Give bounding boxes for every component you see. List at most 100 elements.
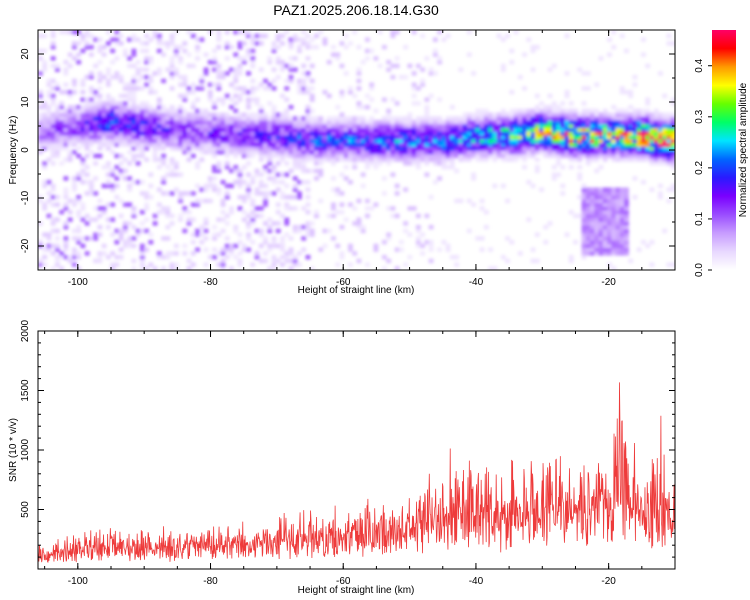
spectrogram-cell (118, 33, 124, 39)
spectrogram-cell (339, 63, 345, 69)
spectrogram-cell (602, 142, 608, 147)
spectrogram-cell (386, 112, 392, 117)
spectrogram-cell (280, 236, 285, 241)
spectrogram-cell (110, 116, 116, 121)
spectrogram-cell (386, 67, 392, 72)
spectrogram-cell (666, 161, 672, 166)
spectrogram-cell (556, 105, 561, 110)
spectrogram-cell (314, 176, 319, 181)
spectrogram-cell (305, 157, 311, 162)
spectrogram-cell (110, 60, 116, 65)
spectrogram-cell (216, 37, 222, 42)
spectrogram-cell (131, 101, 137, 106)
spectrogram-cell (220, 217, 226, 222)
spectrogram-cell (398, 247, 404, 252)
spectrogram-cell (348, 138, 353, 144)
spectrogram-cell (50, 217, 56, 222)
spectrogram-cell (63, 60, 69, 65)
spectrogram-cell (173, 45, 179, 50)
spectrogram-cell (581, 202, 587, 207)
spectrogram-cell (326, 123, 332, 129)
spectrogram-cell (203, 247, 209, 252)
spectrogram-cell (229, 150, 234, 155)
spectrogram-cell (258, 67, 264, 72)
spectrogram-cell (530, 150, 536, 155)
spectrogram-cell (577, 150, 583, 155)
spectrogram-cell (110, 168, 116, 174)
spectrogram-cell (216, 82, 222, 87)
spectrogram-cell (118, 153, 124, 159)
spectrogram-cell (46, 191, 52, 196)
spectrogram-cell (63, 221, 69, 226)
spectrogram-cell (297, 127, 302, 132)
spectrogram-cell (139, 123, 145, 129)
spectrogram-cell (462, 116, 468, 121)
spectrogram-cell (127, 108, 133, 114)
spectrogram-cell (195, 232, 200, 237)
spectrogram-cell (364, 161, 370, 166)
spectrogram-cell (182, 82, 188, 87)
spectrogram-cell (59, 30, 65, 35)
spectrogram-cell (84, 221, 90, 226)
spectrogram-cell (224, 123, 230, 129)
spectrogram-cell (118, 168, 124, 174)
spectrogram-cell (649, 262, 655, 267)
spectrogram-cell (331, 131, 336, 136)
spectrogram-cell (254, 86, 260, 91)
spectrogram-cell (390, 206, 396, 211)
spectrogram-cell (624, 198, 629, 204)
spectrogram-cell (428, 123, 434, 129)
spectrogram-cell (131, 112, 137, 117)
spectrogram-cell (101, 105, 107, 110)
spectrogram-cell (356, 131, 362, 136)
spectrogram-cell (437, 176, 443, 181)
spectrogram-cell (318, 198, 324, 204)
spectrogram-cell (585, 116, 591, 121)
spectrogram-cell (551, 105, 557, 110)
spectrogram-cell (322, 157, 328, 162)
spectrogram-cell (263, 131, 268, 136)
spectrogram-cell (598, 195, 604, 200)
spectrogram-cell (534, 258, 540, 264)
spectrogram-cell (411, 71, 417, 76)
spectrogram-cell (110, 183, 116, 189)
spectrogram-cell (594, 168, 600, 174)
spectrogram-cell (607, 127, 612, 132)
spectrogram-cell (360, 150, 366, 155)
spectrogram-cell (415, 138, 421, 144)
spectrogram-cell (573, 138, 578, 144)
spectrogram-cell (250, 135, 256, 140)
spectrogram-cell (403, 131, 409, 136)
spectrogram-cell (288, 127, 294, 132)
spectrogram-cell (305, 146, 311, 151)
spectrogram-cell (42, 120, 48, 125)
spectrogram-cell (505, 258, 510, 264)
spectrogram-cell (526, 146, 532, 151)
spectrogram-cell (339, 127, 345, 132)
spectrogram-cell (97, 127, 103, 132)
spectrogram-cell (509, 135, 515, 140)
spectrogram-cell (581, 240, 587, 245)
spectrogram-cell (619, 191, 625, 196)
spectrogram-cell (237, 56, 243, 61)
spectrogram-cell (407, 116, 413, 121)
spectrogram-cell (428, 258, 434, 264)
spectrogram-cell (301, 236, 307, 241)
spectrogram-cell (411, 150, 417, 155)
spectrogram-cell (80, 120, 86, 125)
spectrogram-cell (551, 153, 557, 159)
spectrogram-cell (80, 127, 86, 132)
spectrogram-cell (169, 116, 175, 121)
spectrogram-cell (381, 131, 387, 136)
spectrogram-cell (619, 157, 625, 162)
spectrogram-cell (415, 63, 421, 69)
spectrogram-cell (237, 258, 243, 264)
spectrogram-cell (246, 225, 251, 230)
spectrogram-cell (641, 135, 646, 140)
spectrogram-cell (271, 146, 277, 151)
spectrogram-cell (169, 161, 175, 166)
spectrogram-cell (156, 101, 162, 106)
spectrogram-cell (526, 127, 532, 132)
spectrogram-cell (356, 221, 362, 226)
spectrogram-cell (267, 146, 273, 151)
